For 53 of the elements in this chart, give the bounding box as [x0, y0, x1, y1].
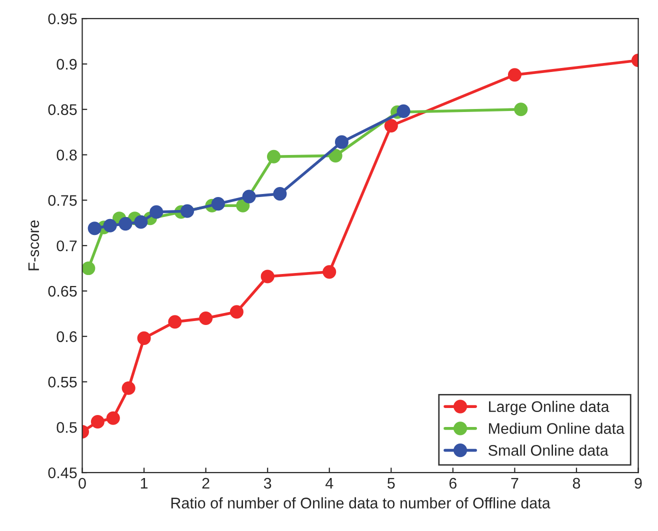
point — [236, 198, 250, 212]
point — [82, 262, 96, 276]
point — [273, 187, 287, 201]
point — [514, 102, 528, 116]
x-tick-label: 5 — [388, 478, 395, 489]
point — [103, 218, 117, 232]
point — [211, 197, 225, 211]
point — [328, 148, 342, 162]
point — [199, 311, 213, 325]
point — [150, 205, 164, 219]
point — [168, 315, 182, 329]
point — [122, 381, 136, 395]
y-tick-label: 0.55 — [48, 376, 77, 388]
x-tick-label: 6 — [449, 478, 456, 489]
x-tick-label: 2 — [202, 478, 210, 489]
point — [90, 414, 104, 429]
x-tick-label: 7 — [511, 478, 518, 489]
legend-label: Small Online data — [488, 444, 608, 456]
y-tick-label: 0.8 — [56, 150, 77, 160]
x-tick-label: 1 — [140, 478, 148, 489]
legend-label: Large Online data — [489, 400, 610, 416]
point — [508, 68, 522, 82]
y-tick-label: 0.45 — [48, 467, 77, 478]
point — [106, 411, 120, 425]
y-tick-label: 0.6 — [56, 331, 77, 342]
point — [334, 135, 348, 149]
point — [242, 190, 256, 204]
point — [134, 215, 148, 229]
y-tick-label: 0.85 — [48, 104, 77, 116]
point — [396, 104, 410, 118]
y-tick-label: 0.7 — [56, 240, 77, 252]
point — [137, 331, 151, 345]
x-tick-label: 4 — [325, 478, 334, 489]
y-tick-label: 0.9 — [56, 58, 77, 70]
point — [88, 222, 102, 236]
point — [322, 265, 336, 279]
point — [180, 204, 194, 218]
y-axis-title: F-score — [28, 220, 40, 270]
point — [384, 118, 398, 132]
x-tick-label: 3 — [264, 478, 272, 489]
y-tick-label: 0.95 — [48, 13, 77, 24]
point — [260, 270, 274, 284]
x-tick-label: 8 — [572, 478, 580, 489]
y-tick-label: 0.75 — [48, 195, 77, 206]
y-tick-label: 0.5 — [56, 422, 77, 433]
x-tick-label: 9 — [634, 478, 642, 489]
legend-label: Medium Online data — [489, 422, 625, 434]
point — [230, 305, 244, 319]
x-tick-label: 0 — [78, 478, 86, 489]
x-axis-title: Ratio of number of Online data to number of Offline data — [171, 497, 550, 508]
y-tick-label: 0.65 — [48, 286, 77, 297]
point — [118, 217, 132, 231]
point — [266, 150, 281, 164]
